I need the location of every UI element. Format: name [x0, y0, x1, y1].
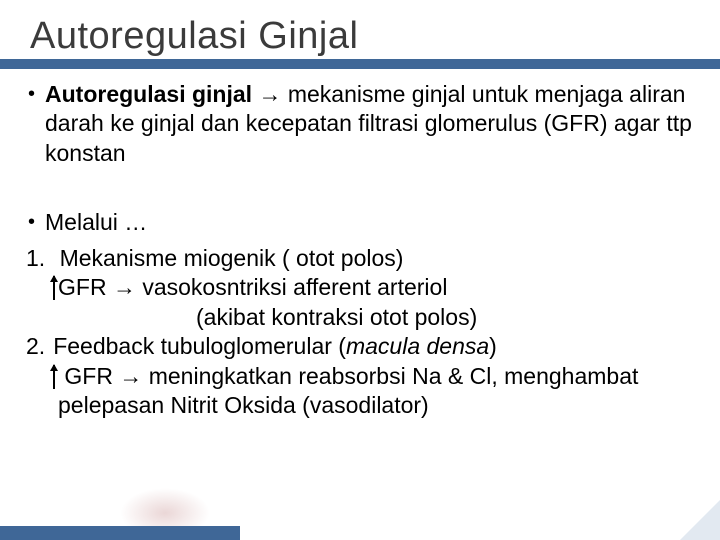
numbered-line: Mekanisme miogenik ( otot polos): [53, 244, 403, 273]
bullet-item: • Melalui …: [26, 208, 706, 237]
arrow-glyph: →: [113, 274, 136, 300]
numbered-text-plain: Feedback tubuloglomerular (: [53, 333, 346, 359]
number-label: 2.: [26, 332, 53, 361]
up-arrow-icon: [53, 365, 67, 389]
bold-lead: Autoregulasi ginjal: [45, 81, 252, 107]
numbered-text-close: ): [489, 333, 497, 359]
bullet-marker: •: [26, 80, 45, 108]
title-underline: [0, 59, 720, 69]
numbered-text: Mekanisme miogenik ( otot polos): [60, 245, 404, 271]
bullet-text: Melalui …: [45, 208, 706, 237]
number-label: 1.: [26, 244, 53, 273]
sub-prefix: GFR: [64, 363, 119, 389]
sub-line: GFR → meningkatkan reabsorbsi Na & Cl, m…: [26, 362, 706, 421]
bullet-item: • Autoregulasi ginjal → mekanisme ginjal…: [26, 80, 706, 168]
numbered-item: 1. Mekanisme miogenik ( otot polos): [26, 244, 706, 273]
slide-title: Autoregulasi Ginjal: [0, 15, 358, 58]
footer-accent-bar: [0, 526, 240, 540]
sub-line-2: (akibat kontraksi otot polos): [26, 303, 706, 332]
up-arrow-icon: [53, 276, 67, 300]
slide-body: • Autoregulasi ginjal → mekanisme ginjal…: [26, 80, 706, 420]
bullet-marker: •: [26, 208, 45, 236]
slide: Autoregulasi Ginjal • Autoregulasi ginja…: [0, 0, 720, 540]
sub-line: GFR → vasokosntriksi afferent arteriol: [26, 273, 706, 302]
arrow-glyph: →: [119, 363, 142, 389]
bullet-text: Autoregulasi ginjal → mekanisme ginjal u…: [45, 80, 706, 168]
numbered-item: 2. Feedback tubuloglomerular (macula den…: [26, 332, 706, 361]
sub-line-wrap: GFR → meningkatkan reabsorbsi Na & Cl, m…: [26, 362, 706, 421]
corner-fold-icon: [680, 500, 720, 540]
sub-after: vasokosntriksi afferent arteriol: [136, 274, 448, 300]
numbered-text-italic: macula densa: [346, 333, 489, 359]
arrow-glyph: →: [258, 81, 281, 107]
numbered-line: Feedback tubuloglomerular (macula densa): [53, 332, 497, 361]
spacer: [26, 174, 706, 208]
sub-line-wrap: GFR → vasokosntriksi afferent arteriol (…: [26, 273, 706, 332]
sub-after: meningkatkan reabsorbsi Na & Cl, mengham…: [58, 363, 638, 418]
